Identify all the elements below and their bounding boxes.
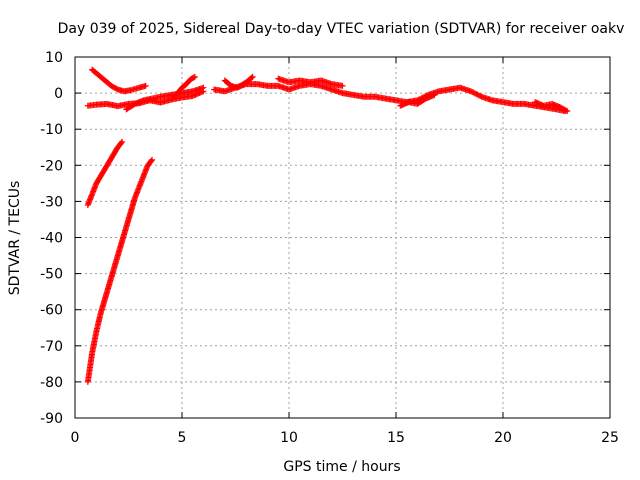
series-track-k [532,99,571,115]
data-point [149,156,156,163]
y-tick-label: -60 [40,303,63,319]
series-track-h [221,73,256,91]
data-point [118,139,125,146]
x-tick-label: 10 [280,430,298,446]
data-point [477,93,484,100]
x-tick-label: 25 [601,430,619,446]
y-tick-label: -50 [40,267,63,283]
x-tick-label: 5 [178,430,187,446]
data-point [473,91,480,98]
data-point [249,73,256,80]
data-point [339,82,346,89]
series-track-i [275,75,346,89]
series-track-d [89,66,149,95]
y-tick-label: -20 [40,158,63,174]
data-point [474,91,481,98]
data-point [142,82,149,89]
data-point [471,90,478,97]
data-point [469,88,476,95]
data-point [475,92,482,99]
y-tick-label: -40 [40,231,63,247]
y-tick-label: 0 [54,86,63,102]
y-tick-label: -10 [40,122,63,138]
data-point [200,84,207,91]
series-track-j [397,91,438,109]
grid-lines [75,57,610,418]
x-tick-labels: 0 5 10 15 20 25 [71,430,619,446]
x-tick-label: 0 [71,430,80,446]
y-tick-label: -70 [40,339,63,355]
y-tick-label: -30 [40,194,63,210]
data-points [84,66,571,385]
data-point [248,74,255,81]
data-point [431,91,438,98]
x-axis-label: GPS time / hours [283,459,400,475]
x-tick-label: 20 [494,430,512,446]
y-tick-label: -90 [40,411,63,427]
y-tick-labels: 10 0 -10 -20 -30 -40 -50 -60 -70 -80 -90 [40,50,63,427]
series-track-e [123,84,207,113]
data-point [119,138,126,145]
data-point [190,74,197,81]
data-point [562,107,569,114]
data-point [470,89,477,96]
y-tick-label: -80 [40,375,63,391]
chart-title: Day 039 of 2025, Sidereal Day-to-day VTE… [58,21,625,37]
series-track-g [211,81,569,115]
data-point [467,88,474,95]
data-point [148,157,155,164]
y-axis-label: SDTVAR / TECUs [7,181,23,296]
data-point [191,73,198,80]
series-track-f [170,73,198,100]
data-point [564,108,571,115]
series-track-b [84,156,156,385]
axis-ticks [74,56,611,419]
x-tick-label: 15 [387,430,405,446]
y-tick-label: 10 [45,50,63,66]
series-track-a [84,138,126,209]
